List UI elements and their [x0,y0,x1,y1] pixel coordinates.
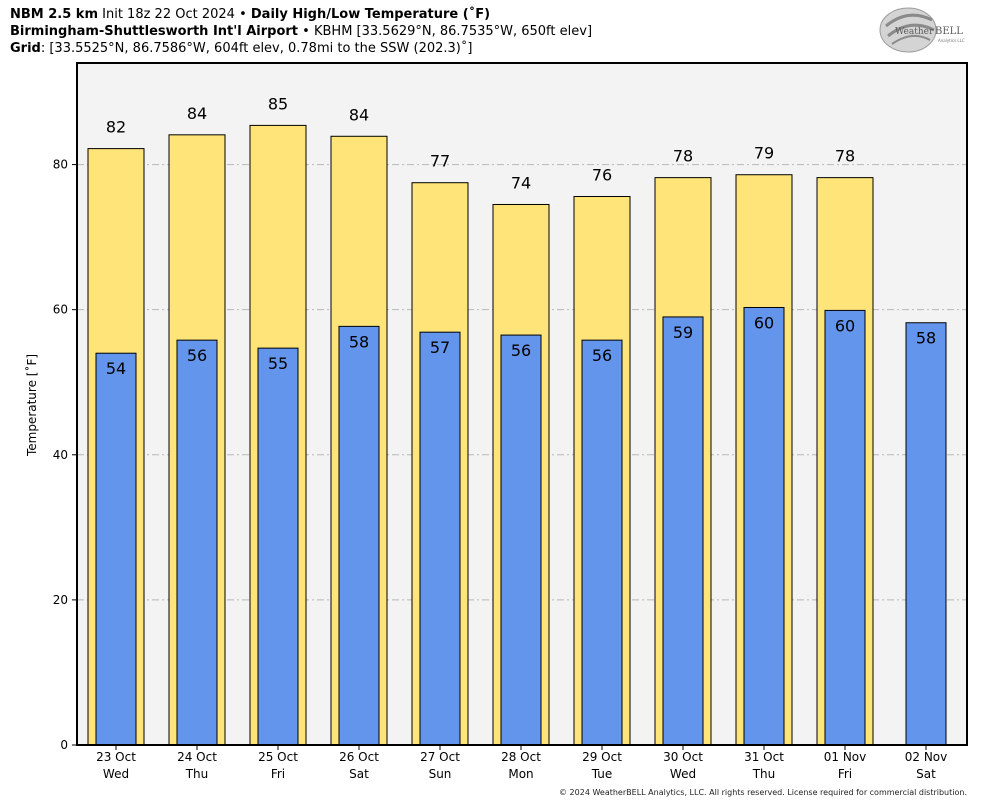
high-value-label: 85 [268,94,288,113]
low-value-label: 58 [349,332,369,351]
high-value-label: 79 [754,144,774,163]
low-bar [176,339,218,746]
x-tick-date: 28 Oct [501,750,541,764]
low-value-label: 57 [430,338,450,357]
low-bar [743,307,785,746]
low-bar [338,325,380,746]
model-name: NBM 2.5 km [10,7,98,22]
grid-line: Grid: [33.5525°N, 86.7586°W, 604ft elev,… [10,40,472,57]
low-bar [500,334,542,746]
high-value-label: 82 [106,118,126,137]
station-line: Birmingham-Shuttlesworth Int'l Airport •… [10,23,592,40]
y-tick-label: 0 [60,738,68,752]
bars: 82 54 84 56 85 55 84 58 77 57 74 56 76 56 78 59 79 60 78 60… [87,94,947,746]
x-tick-day: Wed [103,767,129,781]
copyright-notice: © 2024 WeatherBELL Analytics, LLC. All r… [559,788,967,797]
x-tick-day: Thu [752,767,776,781]
high-value-label: 84 [187,104,207,123]
grid-info: : [33.5525°N, 86.7586°W, 604ft elev, 0.7… [40,41,473,56]
chart-title-line: NBM 2.5 km Init 18z 22 Oct 2024 • Daily … [10,6,490,23]
y-axis-label: Temperature [˚F] [24,354,39,457]
product-title: Daily High/Low Temperature (˚F) [250,7,491,22]
low-value-label: 55 [268,354,288,373]
init-time: Init 18z 22 Oct 2024 [102,7,235,22]
x-tick-day: Fri [271,767,285,781]
low-value-label: 56 [592,346,612,365]
weatherbell-logo: Weather BELL Analytics LLC [879,7,965,53]
x-tick-date: 31 Oct [744,750,784,764]
low-bar [257,347,299,746]
x-tick-day: Tue [591,767,613,781]
y-tick-label: 40 [53,448,68,462]
high-value-label: 77 [430,152,450,171]
low-bar [419,331,461,746]
bullet-separator: • [239,7,247,22]
station-info: KBHM [33.5629°N, 86.7535°W, 650ft elev] [313,24,593,39]
low-value-label: 59 [673,323,693,342]
x-tick-day: Sat [349,767,369,781]
low-bar [581,339,623,746]
low-value-label: 60 [754,314,774,333]
low-value-label: 60 [835,316,855,335]
x-tick-day: Thu [185,767,209,781]
x-tick-date: 02 Nov [905,750,948,764]
logo-subtext: Analytics LLC [938,38,965,43]
x-tick-date: 29 Oct [582,750,622,764]
x-tick-date: 01 Nov [824,750,867,764]
y-tick-label: 80 [53,158,68,172]
x-tick-date: 25 Oct [258,750,298,764]
x-tick-day: Sat [916,767,936,781]
low-bar [95,352,137,746]
x-tick-day: Fri [838,767,852,781]
x-tick-date: 26 Oct [339,750,379,764]
low-bar [824,309,866,746]
x-tick-day: Sun [429,767,452,781]
x-tick-date: 23 Oct [96,750,136,764]
x-tick-day: Mon [508,767,533,781]
low-value-label: 56 [511,341,531,360]
x-tick-date: 30 Oct [663,750,703,764]
low-value-label: 56 [187,346,207,365]
low-value-label: 58 [916,329,936,348]
y-tick-label: 20 [53,593,68,607]
grid-label: Grid [10,41,41,56]
bullet-separator: • [302,24,310,39]
high-value-label: 78 [673,147,693,166]
high-value-label: 78 [835,147,855,166]
x-axis: 23 Oct Wed 24 Oct Thu 25 Oct Fri 26 Oct Sat 27 O… [96,745,947,781]
high-value-label: 74 [511,173,531,192]
logo-text-bell: BELL [935,26,963,37]
station-name: Birmingham-Shuttlesworth Int'l Airport [10,24,299,39]
y-axis: 0 20 40 60 80 [53,158,77,752]
plot-frame [76,62,968,746]
x-tick-day: Wed [670,767,696,781]
x-tick-date: 24 Oct [177,750,217,764]
logo-text-weather: Weather [895,27,934,37]
high-value-label: 76 [592,165,612,184]
low-value-label: 54 [106,359,126,378]
y-tick-label: 60 [53,303,68,317]
low-bar [662,316,704,746]
x-tick-date: 27 Oct [420,750,460,764]
high-value-label: 84 [349,105,369,124]
low-bar [905,322,947,746]
